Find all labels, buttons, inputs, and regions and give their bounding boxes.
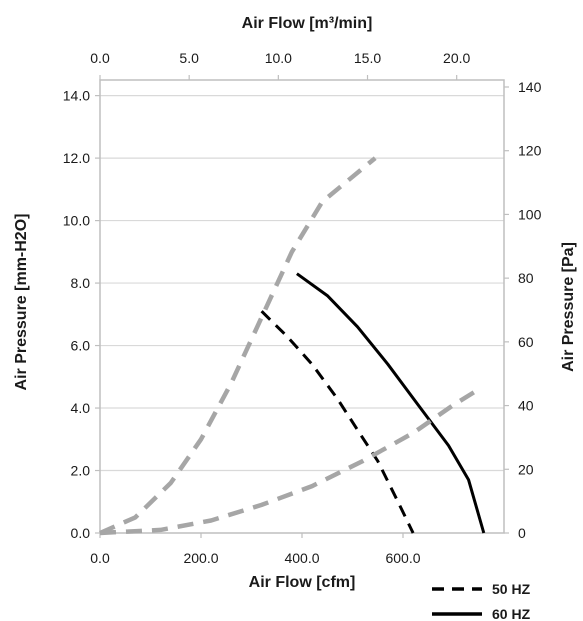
left-tick-label-7: 14.0 [63, 88, 90, 104]
right-tick-label-0: 0 [518, 525, 526, 541]
right-tick-label-5: 100 [518, 206, 542, 222]
right-tick-label-3: 60 [518, 334, 534, 350]
top-tick-label-3: 15.0 [354, 50, 381, 66]
plot-frame [99, 79, 505, 534]
right-tick-label-4: 80 [518, 270, 534, 286]
left-tick-label-4: 8.0 [71, 275, 91, 291]
right-tick-label-6: 120 [518, 143, 542, 159]
top-tick-label-2: 10.0 [265, 50, 292, 66]
right-axis-title: Air Pressure [Pa] [560, 242, 577, 372]
bottom-axis-ticks: 0.0 200.0 400.0 600.0 [90, 533, 421, 566]
left-tick-label-1: 2.0 [71, 463, 91, 479]
top-tick-label-1: 5.0 [179, 50, 199, 66]
bottom-tick-label-1: 200.0 [183, 550, 218, 566]
bottom-tick-label-0: 0.0 [90, 550, 110, 566]
series-line-2 [99, 156, 377, 536]
legend-label-50hz: 50 HZ [492, 581, 531, 597]
series-line-3 [99, 387, 480, 536]
right-tick-label-1: 20 [518, 461, 534, 477]
left-axis-ticks: 0.0 2.0 4.0 6.0 8.0 10.0 12.0 14.0 [63, 88, 100, 541]
right-tick-label-2: 40 [518, 398, 534, 414]
top-axis-title: Air Flow [m³/min] [242, 15, 373, 32]
right-axis-ticks: 0 20 40 60 80 100 120 140 [504, 79, 542, 541]
left-tick-label-5: 10.0 [63, 213, 90, 229]
series-line-0 [260, 310, 415, 534]
gridlines [100, 95, 504, 472]
bottom-tick-label-3: 600.0 [385, 550, 420, 566]
left-tick-label-2: 4.0 [71, 400, 91, 416]
right-tick-label-7: 140 [518, 79, 542, 95]
top-tick-label-4: 20.0 [443, 50, 470, 66]
legend: 50 HZ 60 HZ [432, 581, 531, 621]
bottom-tick-label-2: 400.0 [284, 550, 319, 566]
left-tick-label-0: 0.0 [71, 525, 91, 541]
top-axis-ticks: 0.0 5.0 10.0 15.0 20.0 [90, 50, 471, 80]
left-tick-label-3: 6.0 [71, 338, 91, 354]
series-line-1 [296, 272, 486, 534]
legend-label-60hz: 60 HZ [492, 606, 531, 621]
left-axis-title: Air Pressure [mm-H2O] [13, 214, 30, 391]
top-tick-label-0: 0.0 [90, 50, 110, 66]
bottom-axis-title: Air Flow [cfm] [249, 574, 356, 591]
series-lines [99, 156, 486, 536]
left-tick-label-6: 12.0 [63, 150, 90, 166]
